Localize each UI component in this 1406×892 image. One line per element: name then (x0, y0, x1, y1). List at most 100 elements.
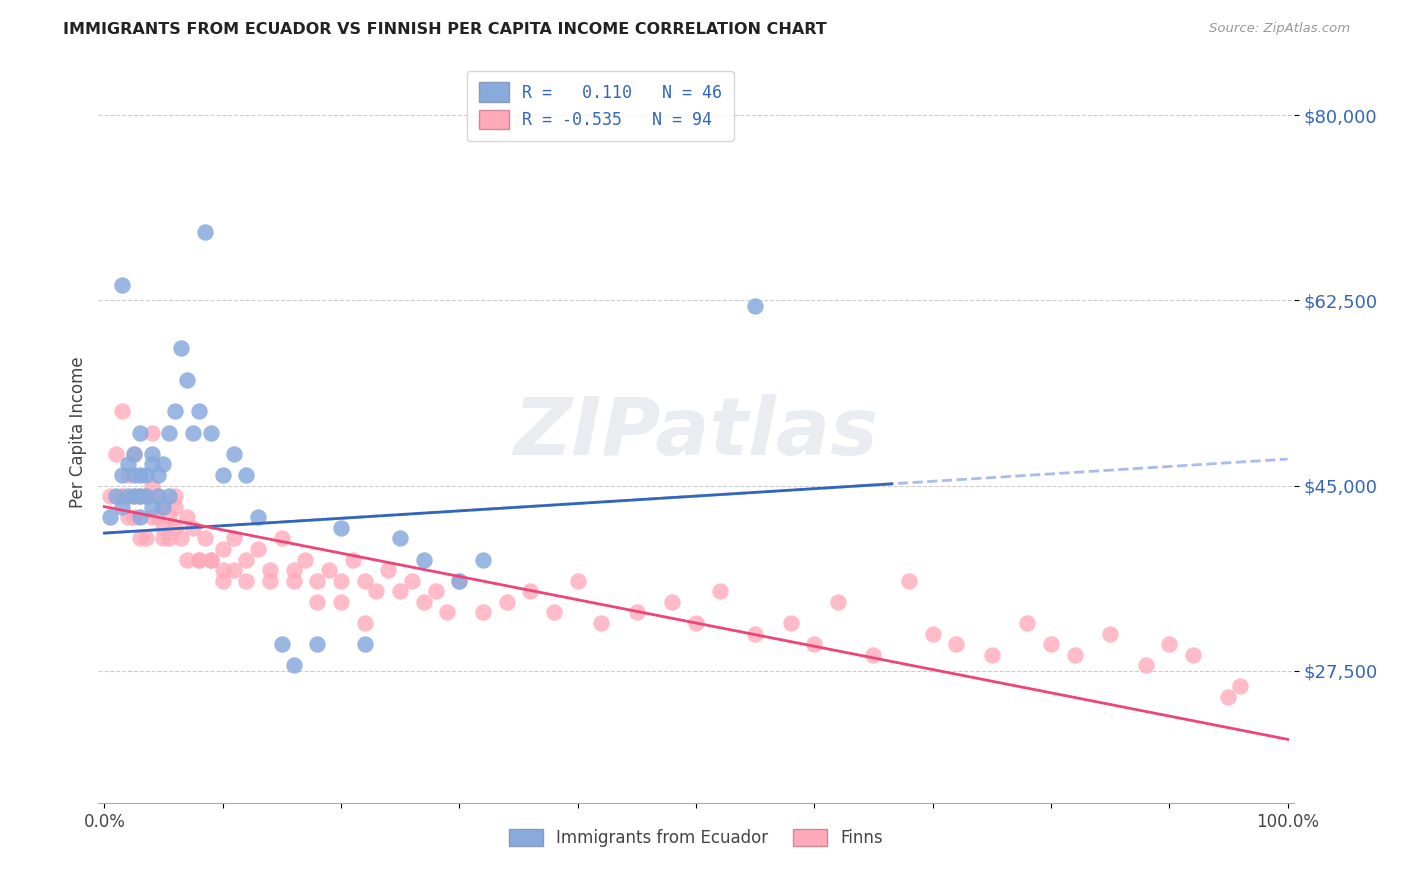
Point (318, 563, 340, 577)
Point (827, 595, 849, 609)
Point (1017, 615, 1039, 630)
Point (224, 532, 246, 546)
Point (122, 489, 145, 503)
Point (366, 584, 388, 599)
Point (1218, 690, 1240, 704)
Point (449, 574, 471, 588)
Point (307, 595, 329, 609)
Point (1181, 648, 1204, 662)
Point (259, 574, 281, 588)
Point (141, 478, 163, 492)
Point (141, 500, 163, 514)
Point (146, 489, 169, 503)
Point (294, 552, 316, 566)
Point (200, 552, 222, 566)
Point (472, 606, 495, 620)
Point (211, 574, 233, 588)
Point (211, 541, 233, 556)
Point (146, 467, 169, 482)
Point (157, 510, 180, 524)
Point (152, 532, 174, 546)
Point (194, 532, 217, 546)
Point (744, 626, 766, 640)
Point (1159, 637, 1181, 651)
Point (862, 648, 884, 662)
Point (1135, 658, 1157, 673)
Point (141, 447, 163, 461)
Point (194, 225, 217, 239)
Point (165, 404, 187, 418)
Point (122, 467, 145, 482)
Point (181, 521, 204, 535)
Point (412, 552, 434, 566)
Point (330, 521, 353, 535)
Point (188, 552, 211, 566)
Point (412, 595, 434, 609)
Point (128, 425, 150, 440)
Point (389, 532, 412, 546)
Point (1039, 637, 1062, 651)
Point (1063, 648, 1085, 662)
Point (111, 467, 134, 482)
Point (157, 489, 180, 503)
Point (128, 489, 150, 503)
Point (157, 532, 180, 546)
Point (128, 489, 150, 503)
Point (259, 563, 281, 577)
Point (897, 574, 920, 588)
Point (141, 425, 163, 440)
Point (157, 425, 180, 440)
Point (401, 574, 423, 588)
Point (128, 467, 150, 482)
Point (105, 489, 128, 503)
Point (98, 489, 121, 503)
Point (105, 447, 128, 461)
Point (235, 467, 257, 482)
Point (176, 373, 198, 387)
Point (117, 510, 139, 524)
Point (353, 637, 375, 651)
Point (449, 574, 471, 588)
Y-axis label: Per Capita Income: Per Capita Income (69, 357, 87, 508)
Point (188, 404, 211, 418)
Point (146, 510, 169, 524)
Point (117, 489, 139, 503)
Point (377, 563, 399, 577)
Point (211, 467, 233, 482)
Point (170, 532, 193, 546)
Point (176, 552, 198, 566)
Point (543, 606, 565, 620)
Point (247, 510, 270, 524)
Point (270, 532, 292, 546)
Point (744, 299, 766, 313)
Point (709, 584, 731, 599)
Point (436, 606, 458, 620)
Point (111, 489, 134, 503)
Point (495, 595, 517, 609)
Point (283, 563, 305, 577)
Point (165, 489, 187, 503)
Point (472, 552, 495, 566)
Point (283, 658, 305, 673)
Point (685, 615, 707, 630)
Point (353, 615, 375, 630)
Point (122, 489, 145, 503)
Point (135, 489, 157, 503)
Point (270, 637, 292, 651)
Point (1229, 680, 1251, 694)
Point (200, 552, 222, 566)
Text: IMMIGRANTS FROM ECUADOR VS FINNISH PER CAPITA INCOME CORRELATION CHART: IMMIGRANTS FROM ECUADOR VS FINNISH PER C… (63, 22, 827, 37)
Point (117, 458, 139, 472)
Point (111, 489, 134, 503)
Point (181, 425, 204, 440)
Text: ZIPatlas: ZIPatlas (513, 393, 879, 472)
Text: Source: ZipAtlas.com: Source: ZipAtlas.com (1209, 22, 1350, 36)
Legend: Immigrants from Ecuador, Finns: Immigrants from Ecuador, Finns (503, 822, 889, 854)
Point (176, 510, 198, 524)
Point (661, 595, 683, 609)
Point (626, 606, 648, 620)
Point (135, 467, 157, 482)
Point (235, 552, 257, 566)
Point (921, 626, 943, 640)
Point (235, 574, 257, 588)
